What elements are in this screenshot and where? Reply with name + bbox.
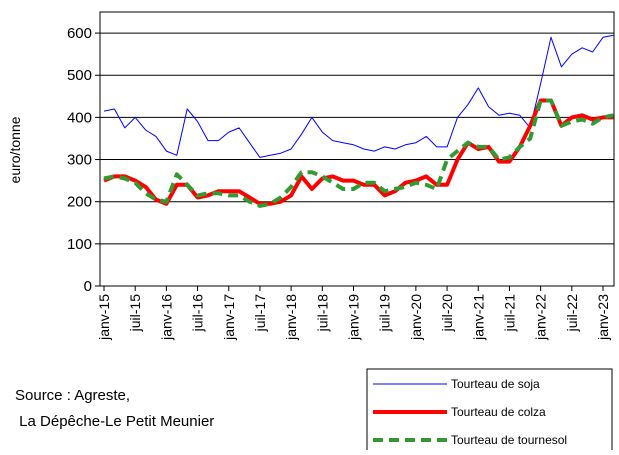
x-tick-label: janv-19	[346, 294, 362, 341]
y-tick-label: 400	[67, 109, 92, 126]
x-tick-label: janv-23	[595, 294, 611, 341]
series-line	[103, 98, 614, 208]
x-tick-label: janv-15	[96, 294, 112, 341]
x-tick-label: janv-21	[470, 294, 486, 341]
x-tick-label: janv-16	[158, 294, 174, 341]
x-tick-label: juil-18	[314, 294, 330, 333]
y-tick-label: 300	[67, 152, 92, 169]
y-tick-label: 600	[67, 25, 92, 42]
y-tick-label: 500	[67, 67, 92, 84]
source-line: La Dépêche-Le Petit Meunier	[15, 413, 214, 430]
x-tick-label: janv-20	[408, 294, 424, 341]
series-line	[103, 98, 614, 206]
x-tick-label: juil-17	[252, 294, 268, 333]
plot-border	[99, 11, 615, 287]
x-tick-label: janv-17	[221, 294, 237, 341]
y-axis-label: euro/tonne	[7, 116, 23, 183]
legend-label: Tourteau de colza	[451, 405, 546, 419]
x-tick-label: juil-20	[439, 294, 455, 333]
source-line: Source : Agreste,	[15, 387, 130, 404]
x-tick-label: juil-21	[501, 294, 517, 333]
x-tick-label: janv-18	[283, 294, 299, 341]
legend-label: Tourteau de soja	[451, 377, 540, 391]
x-tick-label: juil-22	[564, 294, 580, 333]
x-tick-label: juil-19	[377, 294, 393, 333]
series-line	[103, 34, 614, 158]
x-tick-label: juil-15	[127, 294, 143, 333]
y-tick-label: 100	[67, 236, 92, 253]
legend-label: Tourteau de tournesol	[451, 433, 567, 447]
y-tick-label: 200	[67, 194, 92, 211]
y-tick-label: 0	[84, 278, 92, 295]
x-tick-label: janv-22	[533, 294, 549, 341]
x-tick-label: juil-16	[190, 294, 206, 333]
